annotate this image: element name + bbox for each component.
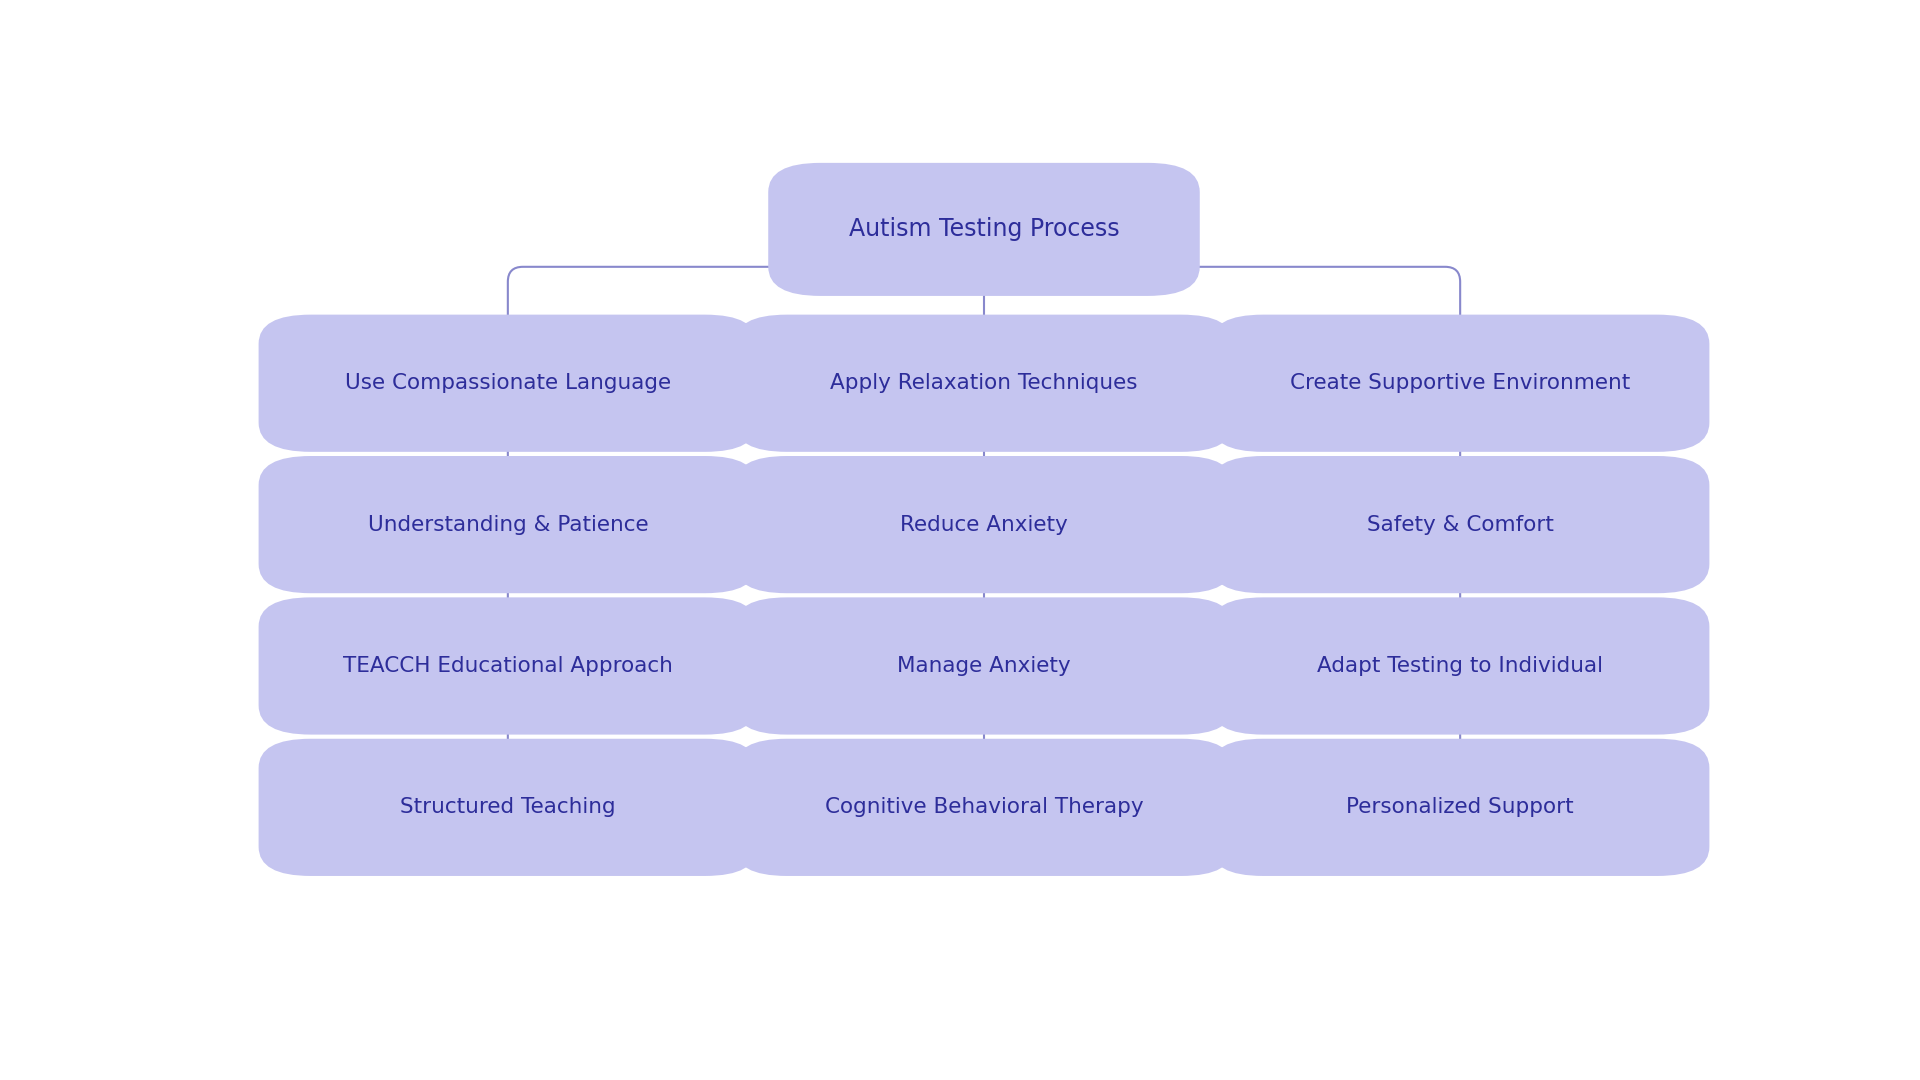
FancyBboxPatch shape — [259, 597, 756, 734]
Text: Safety & Comfort: Safety & Comfort — [1367, 514, 1553, 535]
FancyBboxPatch shape — [735, 314, 1233, 451]
FancyBboxPatch shape — [768, 163, 1200, 296]
Text: Cognitive Behavioral Therapy: Cognitive Behavioral Therapy — [826, 797, 1142, 818]
FancyBboxPatch shape — [1212, 456, 1709, 593]
FancyBboxPatch shape — [259, 739, 756, 876]
Text: Use Compassionate Language: Use Compassionate Language — [346, 374, 670, 393]
Text: Create Supportive Environment: Create Supportive Environment — [1290, 374, 1630, 393]
FancyBboxPatch shape — [1212, 739, 1709, 876]
Text: TEACCH Educational Approach: TEACCH Educational Approach — [344, 656, 672, 676]
Text: Apply Relaxation Techniques: Apply Relaxation Techniques — [829, 374, 1139, 393]
FancyBboxPatch shape — [259, 456, 756, 593]
FancyBboxPatch shape — [735, 739, 1233, 876]
FancyBboxPatch shape — [735, 456, 1233, 593]
Text: Understanding & Patience: Understanding & Patience — [367, 514, 649, 535]
Text: Autism Testing Process: Autism Testing Process — [849, 217, 1119, 242]
FancyBboxPatch shape — [735, 597, 1233, 734]
Text: Personalized Support: Personalized Support — [1346, 797, 1574, 818]
Text: Structured Teaching: Structured Teaching — [399, 797, 616, 818]
FancyBboxPatch shape — [1212, 597, 1709, 734]
Text: Manage Anxiety: Manage Anxiety — [897, 656, 1071, 676]
FancyBboxPatch shape — [259, 314, 756, 451]
Text: Reduce Anxiety: Reduce Anxiety — [900, 514, 1068, 535]
FancyBboxPatch shape — [1212, 314, 1709, 451]
Text: Adapt Testing to Individual: Adapt Testing to Individual — [1317, 656, 1603, 676]
